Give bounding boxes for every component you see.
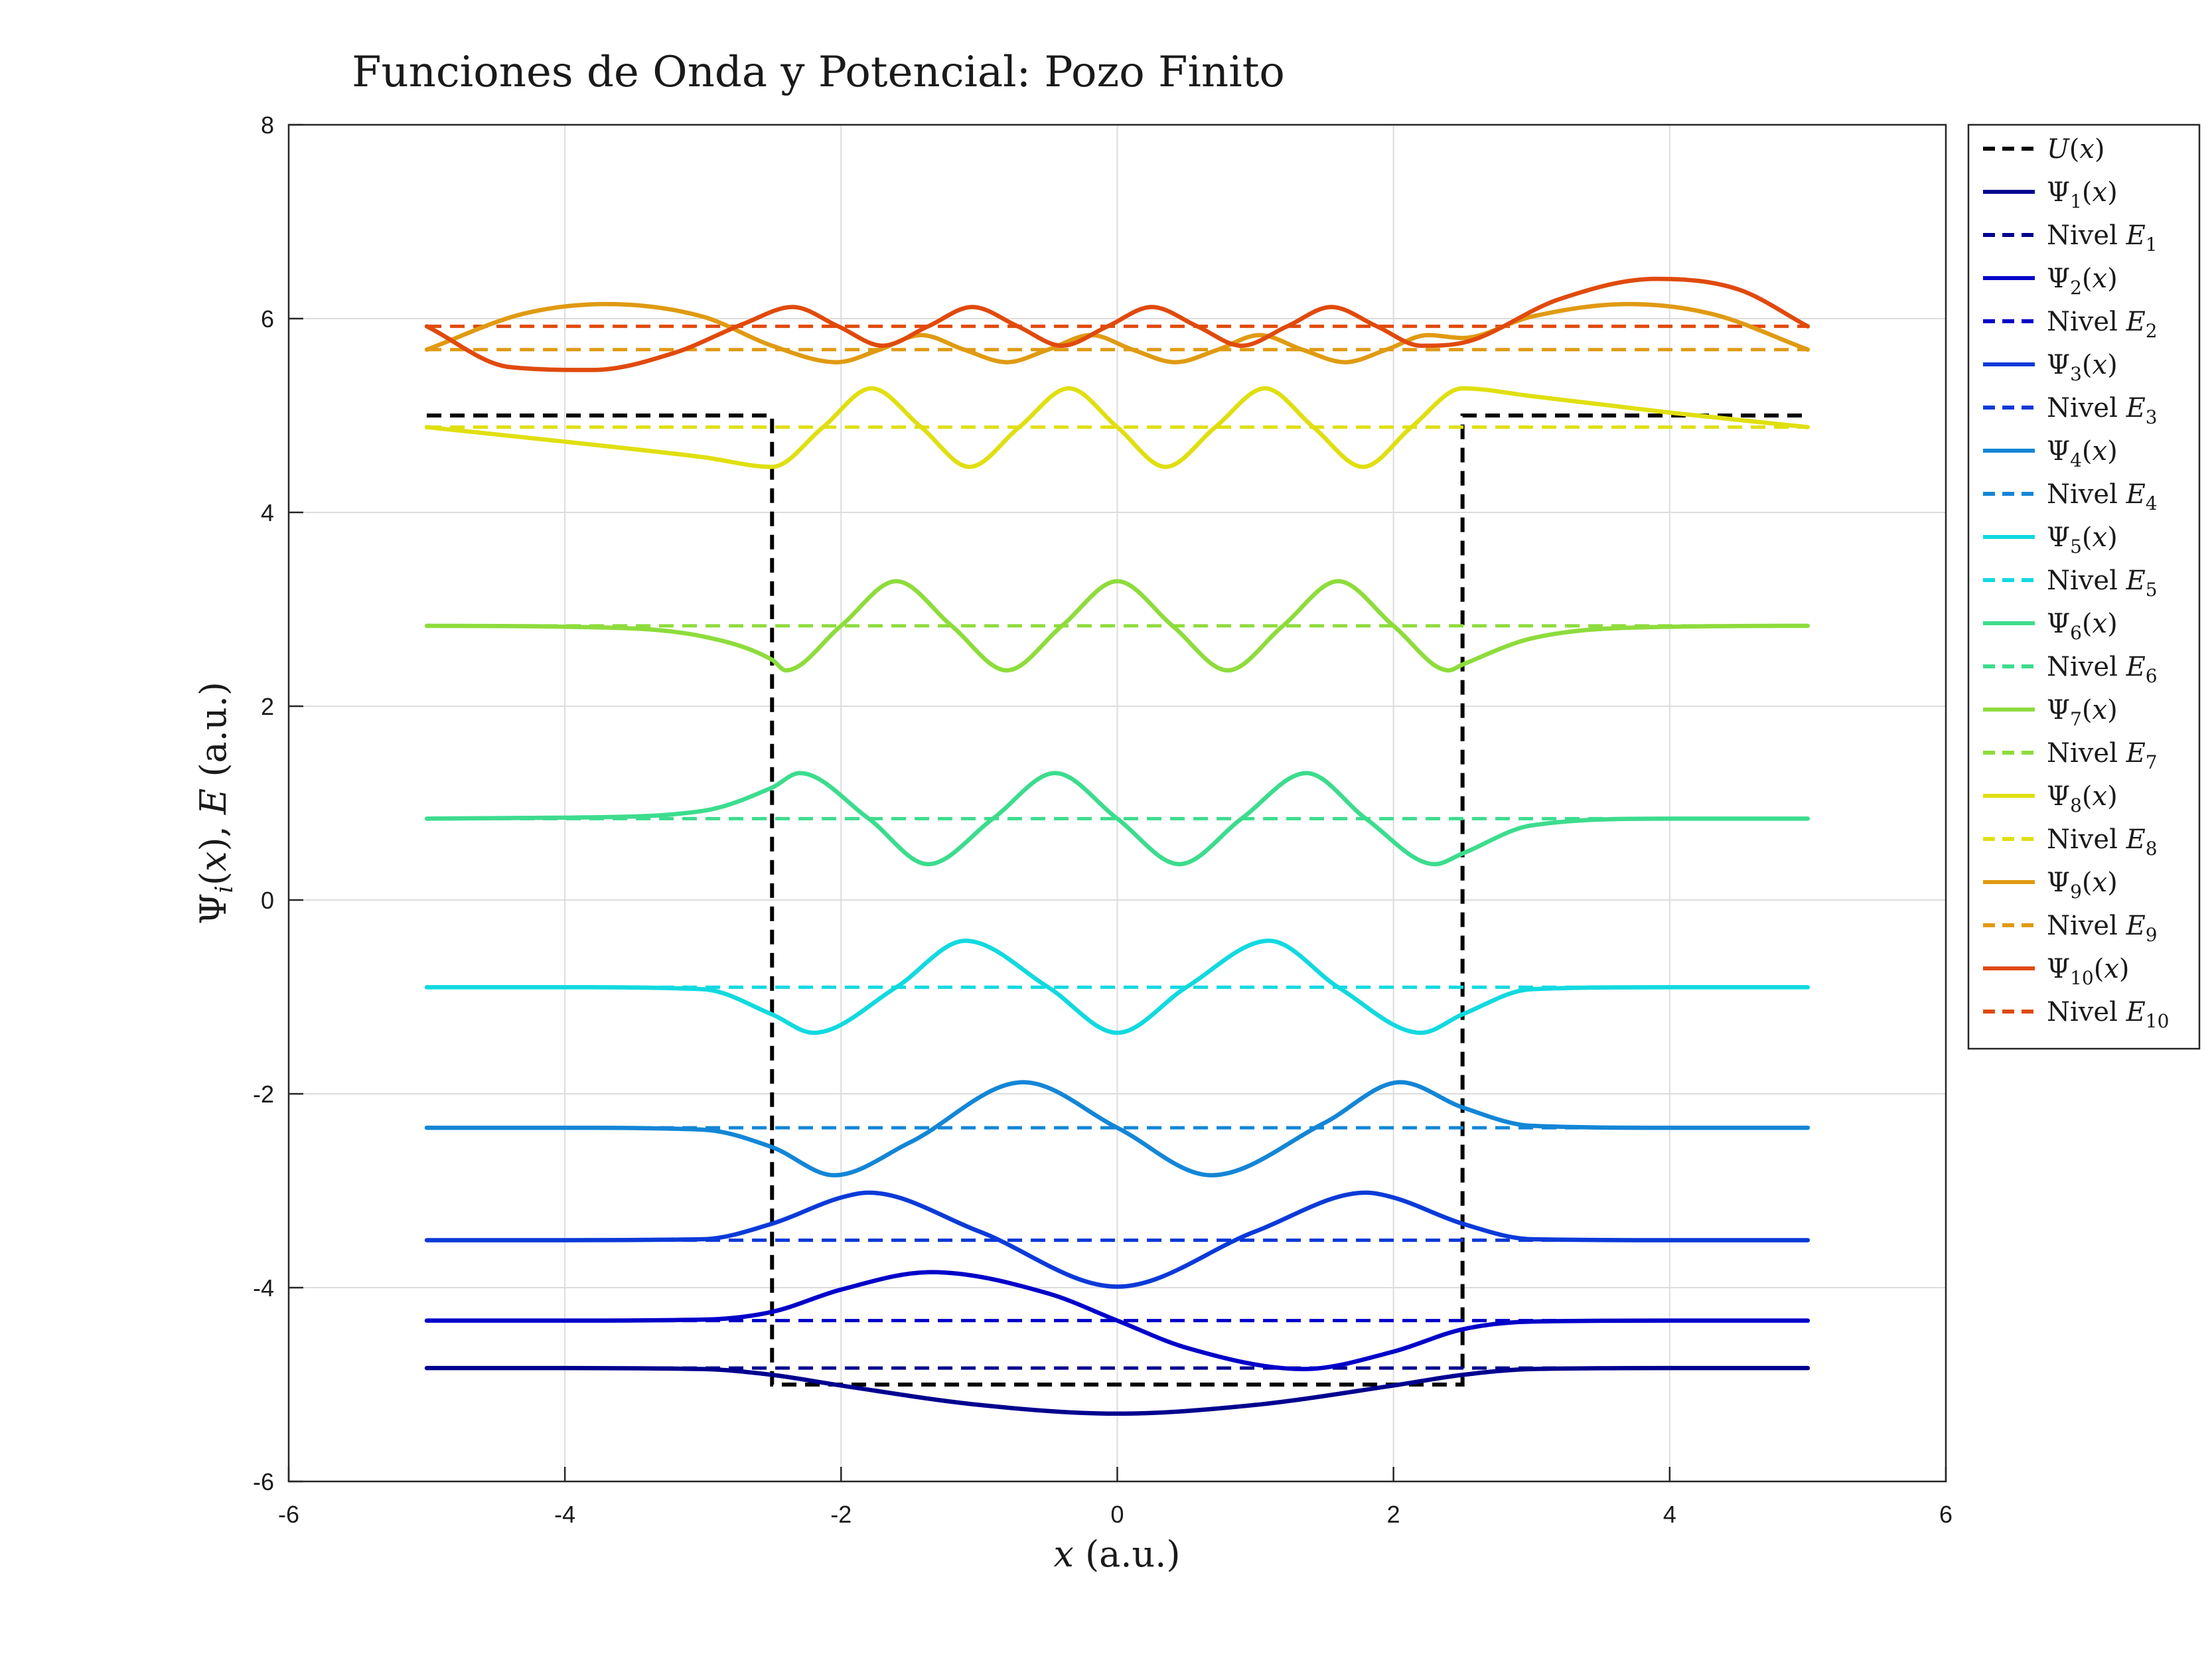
series-layer xyxy=(424,276,1810,1416)
legend-label-psi-3: Ψ3(x) xyxy=(2047,350,2118,385)
y-tick-label-5: 4 xyxy=(261,499,274,526)
x-tick-label-2: -2 xyxy=(830,1501,851,1528)
chart-title: Funciones de Onda y Potencial: Pozo Fini… xyxy=(352,48,1285,97)
series-psi-4-line xyxy=(424,1080,1810,1177)
legend-item-psi-4: Ψ4(x) xyxy=(1983,436,2118,471)
y-tick-label-4: 2 xyxy=(261,693,274,720)
legend-item-level-e9: Nivel E9 xyxy=(1983,911,2158,946)
legend-label-level-e5: Nivel E5 xyxy=(2047,566,2158,601)
series-psi-5-line xyxy=(424,939,1810,1035)
legend-item-level-e7: Nivel E7 xyxy=(1983,738,2158,773)
legend-item-psi-10: Ψ10(x) xyxy=(1983,954,2130,989)
legend-label-psi-5: Ψ5(x) xyxy=(2047,522,2118,558)
legend-label-level-e6: Nivel E6 xyxy=(2047,652,2158,687)
legend-label-level-e9: Nivel E9 xyxy=(2047,911,2158,946)
legend-item-psi-6: Ψ6(x) xyxy=(1983,609,2118,644)
y-tick-label-7: 8 xyxy=(261,112,274,139)
legend-label-psi-1: Ψ1(x) xyxy=(2047,177,2118,212)
legend-label-level-e7: Nivel E7 xyxy=(2047,738,2158,773)
legend-label-psi-8: Ψ8(x) xyxy=(2047,781,2118,816)
legend-item-level-e1: Nivel E1 xyxy=(1983,220,2158,256)
legend-item-level-e5: Nivel E5 xyxy=(1983,566,2158,601)
legend-item-psi-2: Ψ2(x) xyxy=(1983,264,2118,299)
x-axis-label: x (a.u.) xyxy=(1053,1533,1180,1575)
series-psi-3-line xyxy=(424,1190,1810,1289)
y-tick-label-1: -4 xyxy=(253,1274,274,1302)
y-tick-label-0: -6 xyxy=(253,1468,274,1495)
y-tick-label-2: -2 xyxy=(253,1081,274,1108)
y-tick-label-6: 6 xyxy=(261,305,274,333)
legend-item-psi-1: Ψ1(x) xyxy=(1983,177,2118,212)
legend-item-psi-8: Ψ8(x) xyxy=(1983,781,2118,816)
y-tick-label-3: 0 xyxy=(261,887,274,914)
x-tick-label-0: -6 xyxy=(278,1501,299,1528)
legend-label-psi-4: Ψ4(x) xyxy=(2047,436,2118,471)
tick-labels: -6 -4 -2 0 2 4 6 -6 -4 -2 0 2 4 6 8 xyxy=(253,112,1953,1528)
legend-item-level-e3: Nivel E3 xyxy=(1983,393,2158,428)
legend-item-level-e2: Nivel E2 xyxy=(1983,307,2158,342)
series-psi-2-line xyxy=(424,1270,1810,1371)
series-psi-10-line xyxy=(424,276,1810,372)
legend: U(x) Ψ1(x) Nivel E1 Ψ2(x) Nivel E2 Ψ3(x) Nivel… xyxy=(1967,123,2201,1050)
legend-label-psi-10: Ψ10(x) xyxy=(2047,954,2130,989)
legend-label-psi-2: Ψ2(x) xyxy=(2047,264,2118,299)
legend-label-level-e1: Nivel E1 xyxy=(2047,220,2158,256)
series-psi-8-line xyxy=(424,386,1810,469)
legend-label-level-e2: Nivel E2 xyxy=(2047,307,2158,342)
legend-label-psi-6: Ψ6(x) xyxy=(2047,609,2118,644)
legend-item-level-e10: Nivel E10 xyxy=(1983,997,2169,1032)
legend-item-level-e4: Nivel E4 xyxy=(1983,479,2158,514)
x-tick-label-3: 0 xyxy=(1110,1501,1124,1528)
y-axis-label: Ψi(x), E (a.u.) xyxy=(192,682,238,925)
series-potential-line xyxy=(427,414,1808,1387)
legend-label-potential: U(x) xyxy=(2047,134,2105,165)
legend-item-level-e8: Nivel E8 xyxy=(1983,824,2158,860)
legend-item-potential: U(x) xyxy=(1983,134,2105,165)
legend-label-psi-9: Ψ9(x) xyxy=(2047,868,2118,903)
x-tick-label-1: -4 xyxy=(554,1501,575,1528)
legend-label-psi-7: Ψ7(x) xyxy=(2047,695,2118,730)
series-psi-6-line xyxy=(424,771,1810,867)
legend-item-psi-7: Ψ7(x) xyxy=(1983,695,2118,730)
axes xyxy=(287,123,1947,1483)
series-psi-1-line xyxy=(424,1365,1810,1416)
legend-label-level-e4: Nivel E4 xyxy=(2047,479,2158,514)
legend-item-psi-9: Ψ9(x) xyxy=(1983,868,2118,903)
x-tick-label-6: 6 xyxy=(1939,1501,1953,1528)
legend-item-psi-5: Ψ5(x) xyxy=(1983,522,2118,558)
series-psi-7-line xyxy=(424,579,1810,673)
legend-item-psi-3: Ψ3(x) xyxy=(1983,350,2118,385)
legend-label-level-e8: Nivel E8 xyxy=(2047,824,2158,860)
x-tick-label-5: 4 xyxy=(1663,1501,1676,1528)
legend-item-level-e6: Nivel E6 xyxy=(1983,652,2158,687)
x-tick-label-4: 2 xyxy=(1387,1501,1400,1528)
legend-label-level-e3: Nivel E3 xyxy=(2047,393,2158,428)
legend-label-level-e10: Nivel E10 xyxy=(2047,997,2169,1032)
